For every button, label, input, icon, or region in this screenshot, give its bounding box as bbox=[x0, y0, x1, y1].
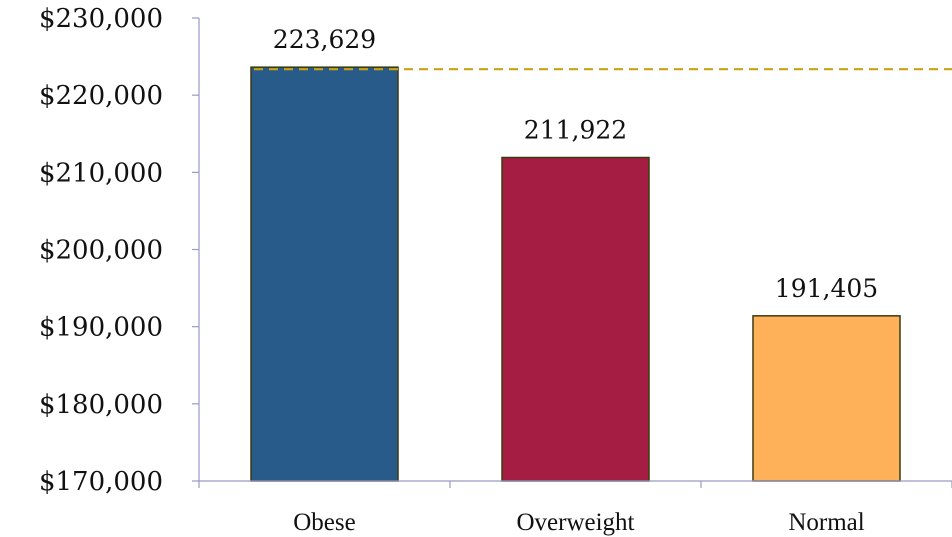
bar-overweight bbox=[501, 156, 650, 482]
y-tick-label: $210,000 bbox=[39, 158, 163, 188]
x-tick-label-overweight: Overweight bbox=[516, 509, 634, 536]
y-tick-label: $200,000 bbox=[39, 236, 163, 266]
y-tick-label: $180,000 bbox=[39, 390, 163, 420]
x-axis-ticks: Obese Overweight Normal bbox=[198, 481, 952, 536]
data-label-overweight: 211,922 bbox=[524, 116, 627, 145]
y-axis-ticks: $170,000 $180,000 $190,000 $200,000 $210,000… bbox=[39, 4, 199, 497]
bars bbox=[250, 66, 901, 482]
y-tick-label: $230,000 bbox=[39, 4, 163, 34]
y-tick-label: $220,000 bbox=[39, 81, 163, 111]
x-tick-label-obese: Obese bbox=[293, 509, 355, 536]
data-label-obese: 223,629 bbox=[273, 25, 376, 54]
data-labels: 223,629 211,922 191,405 bbox=[273, 25, 878, 303]
y-tick-label: $170,000 bbox=[39, 467, 163, 497]
y-tick-label: $190,000 bbox=[39, 313, 163, 343]
x-tick-label-normal: Normal bbox=[788, 509, 864, 536]
bar-normal bbox=[752, 315, 901, 482]
data-label-normal: 191,405 bbox=[775, 274, 878, 303]
bar-obese bbox=[250, 66, 399, 482]
